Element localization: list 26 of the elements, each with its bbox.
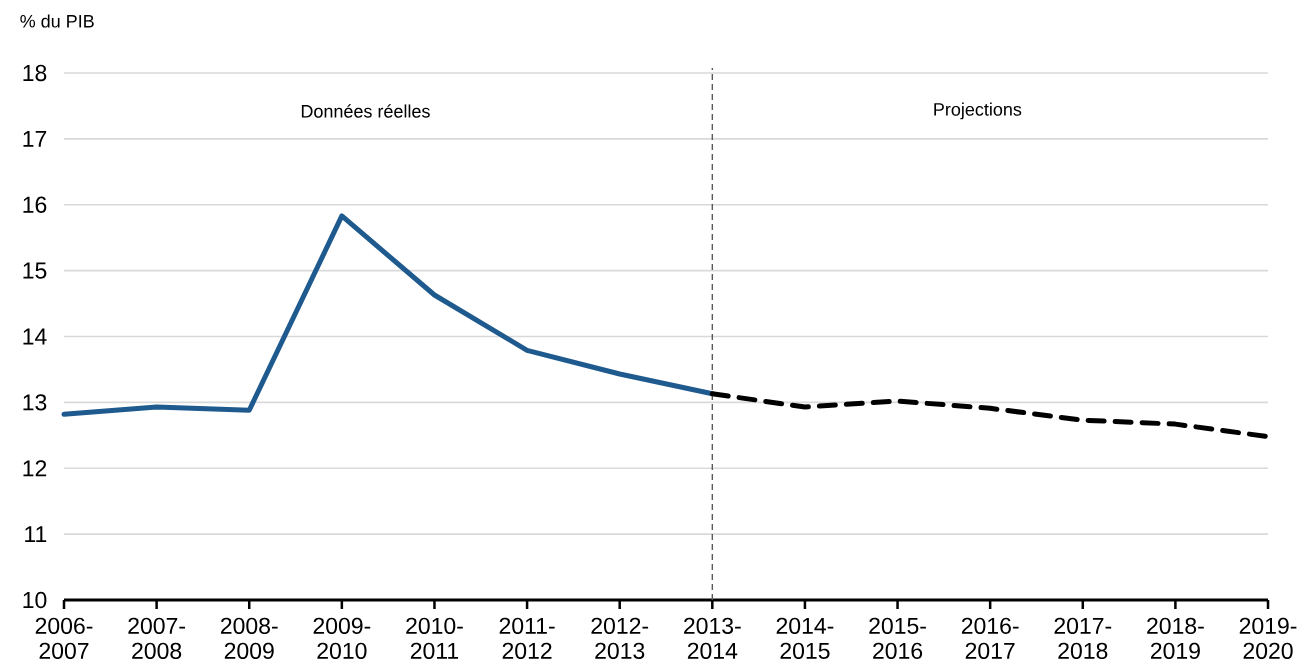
x-tick-label: 2012-2013 <box>591 617 649 659</box>
x-tick-label: 2018-2019 <box>1147 617 1204 659</box>
x-tick-label: 2015-2016 <box>869 617 926 659</box>
x-tick-label: 2007-2008 <box>128 617 185 659</box>
y-tick-label: 12 <box>23 460 47 477</box>
y-tick-label: 13 <box>23 394 47 411</box>
x-tick-label: 2010-2011 <box>406 617 463 659</box>
x-tick-label: 2016-2017 <box>961 617 1019 659</box>
x-tick-label: 2014-2015 <box>776 617 834 659</box>
y-tick-label: 14 <box>23 328 47 345</box>
x-tick-label: 2019-2020 <box>1239 617 1297 659</box>
y-tick-label: 18 <box>23 64 47 82</box>
y-tick-label: 15 <box>23 262 47 279</box>
x-tick-label: 2009-2010 <box>313 617 371 659</box>
x-tick-label: 2008-2009 <box>220 617 278 659</box>
y-tick-label: 11 <box>25 526 47 543</box>
y-tick-label: 10 <box>23 591 47 609</box>
x-tick-label: 2013-2014 <box>684 617 741 659</box>
x-tick-label: 2011-2012 <box>499 617 555 659</box>
annotation: Projections <box>934 102 1022 120</box>
x-tick-label: 2006-2007 <box>35 617 93 659</box>
x-tick-label: 2017-2018 <box>1054 617 1112 659</box>
annotation: Données réelles <box>301 104 430 118</box>
y-tick-label: 17 <box>23 130 47 147</box>
y-tick-label: 16 <box>23 196 47 213</box>
y-axis-title: % du PIB <box>20 14 94 28</box>
